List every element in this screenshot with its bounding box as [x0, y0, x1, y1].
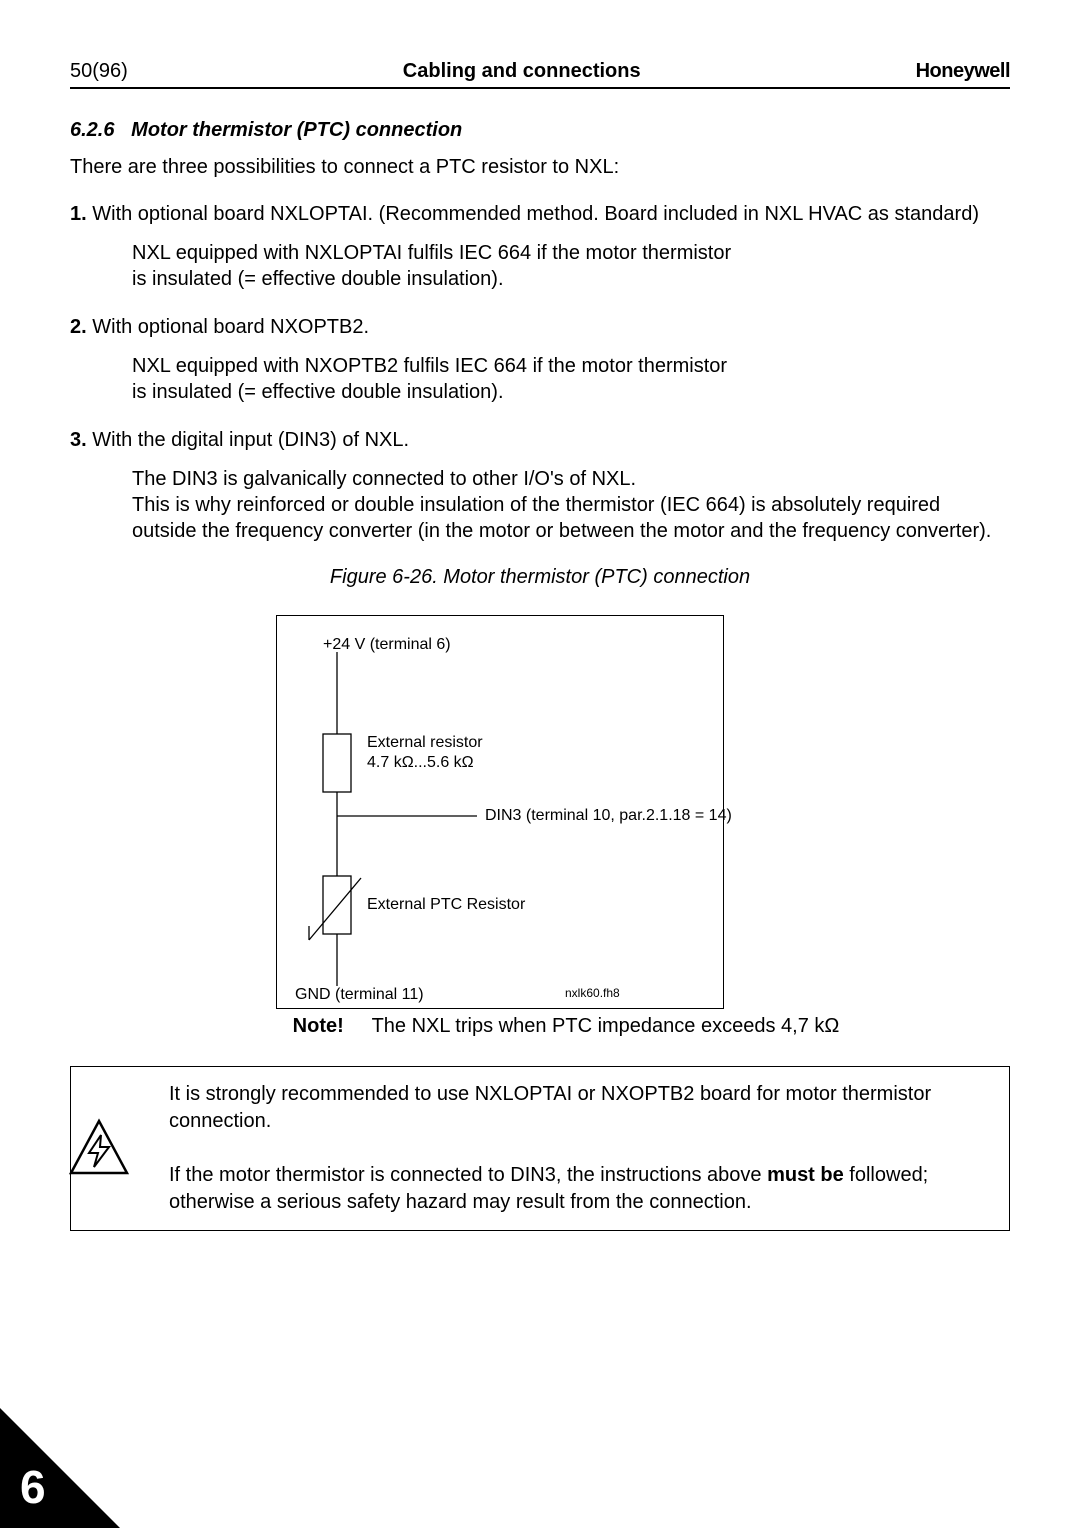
item-sub1: The DIN3 is galvanically connected to ot…	[132, 468, 636, 490]
warning-text: It is strongly recommended to use NXLOPT…	[169, 1081, 993, 1216]
header-center: Cabling and connections	[403, 60, 641, 83]
note-bold: Note!	[293, 1015, 344, 1037]
section-title: Motor thermistor (PTC) connection	[131, 119, 462, 141]
note-line: Note! The NXL trips when PTC impedance e…	[236, 1015, 896, 1038]
warning-box: It is strongly recommended to use NXLOPT…	[70, 1066, 1010, 1231]
list-item: 1. With optional board NXLOPTAI. (Recomm…	[70, 203, 1010, 226]
diagram-label-ptc: External PTC Resistor	[367, 896, 525, 914]
item-number: 2.	[70, 316, 87, 338]
circuit-diagram: +24 V (terminal 6) External resistor 4.7…	[276, 615, 724, 1009]
warning-p2a: If the motor thermistor is connected to …	[169, 1164, 767, 1186]
warning-p2: If the motor thermistor is connected to …	[169, 1162, 993, 1216]
header-left: 50(96)	[70, 60, 128, 83]
hazard-icon	[67, 1117, 131, 1181]
item-sub2: This is why reinforced or double insulat…	[132, 494, 991, 542]
diagram-label-gnd: GND (terminal 11)	[295, 986, 424, 1004]
item-head: With the digital input (DIN3) of NXL.	[87, 429, 409, 451]
diagram-label-top: +24 V (terminal 6)	[323, 636, 451, 654]
item-number: 1.	[70, 203, 87, 225]
item-sub1: NXL equipped with NXOPTB2 fulfils IEC 66…	[132, 355, 727, 377]
list-item: 2. With optional board NXOPTB2.	[70, 316, 1010, 339]
header-brand: Honeywell	[916, 60, 1010, 83]
item-subtext: NXL equipped with NXLOPTAI fulfils IEC 6…	[132, 240, 1010, 292]
diagram-label-din3: DIN3 (terminal 10, par.2.1.18 = 14)	[485, 807, 732, 825]
figure-caption: Figure 6-26. Motor thermistor (PTC) conn…	[70, 566, 1010, 589]
warning-p2-bold: must be	[767, 1164, 844, 1186]
item-sub2: is insulated (= effective double insulat…	[132, 268, 504, 290]
list-item: 3. With the digital input (DIN3) of NXL.	[70, 429, 1010, 452]
page-header: 50(96) Cabling and connections Honeywell	[70, 60, 1010, 89]
section-heading: 6.2.6 Motor thermistor (PTC) connection	[70, 119, 1010, 142]
item-number: 3.	[70, 429, 87, 451]
item-sub1: NXL equipped with NXLOPTAI fulfils IEC 6…	[132, 242, 731, 264]
item-subtext: The DIN3 is galvanically connected to ot…	[132, 466, 1010, 544]
warning-p1: It is strongly recommended to use NXLOPT…	[169, 1081, 993, 1135]
item-head: With optional board NXOPTB2.	[87, 316, 369, 338]
item-head: With optional board NXLOPTAI. (Recommend…	[87, 203, 979, 225]
item-subtext: NXL equipped with NXOPTB2 fulfils IEC 66…	[132, 353, 1010, 405]
item-sub2: is insulated (= effective double insulat…	[132, 381, 504, 403]
intro-text: There are three possibilities to connect…	[70, 156, 1010, 179]
page-number: 6	[20, 1460, 46, 1514]
page-number-wedge	[0, 1408, 120, 1528]
note-text: The NXL trips when PTC impedance exceeds…	[372, 1015, 840, 1037]
diagram-label-ext-res1: External resistor	[367, 734, 483, 752]
section-number: 6.2.6	[70, 119, 114, 141]
diagram-label-ref: nxlk60.fh8	[565, 986, 620, 1000]
note-gap	[344, 1015, 372, 1037]
diagram-label-ext-res2: 4.7 kΩ...5.6 kΩ	[367, 754, 474, 772]
